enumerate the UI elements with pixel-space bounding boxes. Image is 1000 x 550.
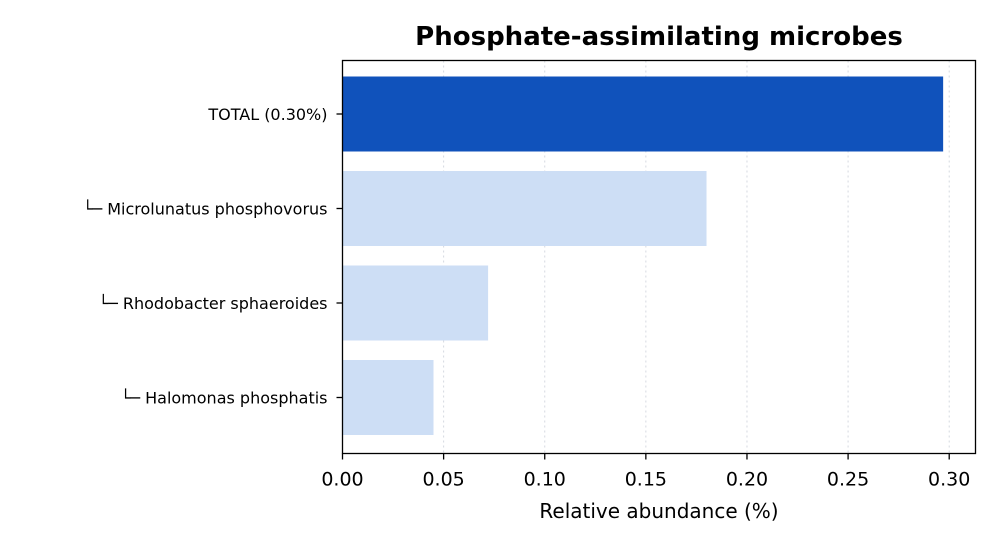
bar	[342, 171, 707, 246]
y-tick-label: └─ Microlunatus phosphovorus	[83, 199, 328, 219]
y-tick-label: └─ Rhodobacter sphaeroides	[99, 293, 328, 313]
y-tick-label: └─ Halomonas phosphatis	[121, 388, 328, 408]
x-tick-label: 0.05	[422, 469, 464, 491]
x-tick-label: 0.25	[827, 469, 869, 491]
x-tick-label: 0.00	[321, 469, 363, 491]
y-tick-label: TOTAL (0.30%)	[207, 105, 327, 124]
x-tick-label: 0.10	[524, 469, 566, 491]
x-axis-label: Relative abundance (%)	[539, 499, 778, 523]
x-axis: 0.00 0.05 0.10 0.15 0.20 0.25 0.30	[321, 453, 970, 491]
chart-title: Phosphate-assimilating microbes	[415, 22, 903, 52]
bar	[342, 265, 489, 341]
y-axis: TOTAL (0.30%) └─ Microlunatus phosphovoru…	[83, 105, 343, 408]
x-tick-label: 0.30	[928, 469, 970, 491]
bar	[342, 360, 434, 435]
bars	[342, 76, 944, 435]
plot-frame	[341, 59, 977, 455]
bar	[342, 76, 944, 152]
x-tick-label: 0.15	[625, 469, 667, 491]
x-tick-label: 0.20	[726, 469, 768, 491]
